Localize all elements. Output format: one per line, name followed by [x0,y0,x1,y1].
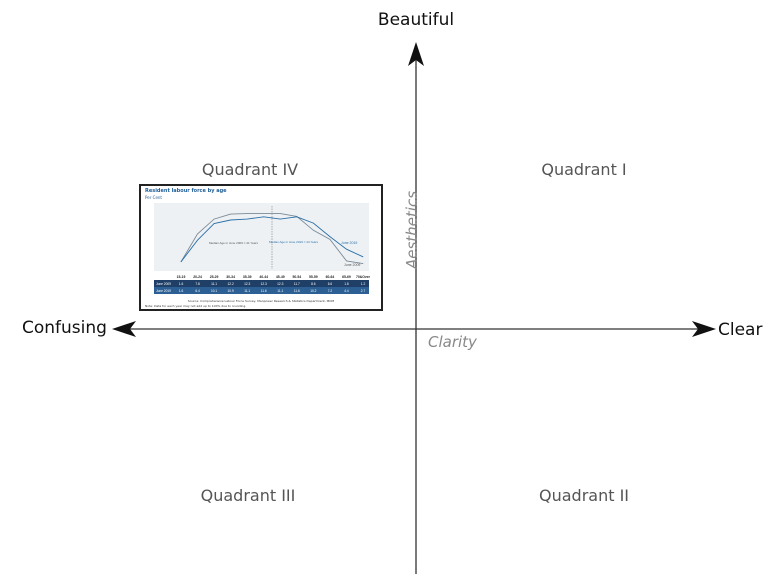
data-point [362,256,364,258]
data-point [197,233,198,235]
beautiful-label: Beautiful [377,10,455,30]
category-tick-label: 40-44 [259,275,268,279]
table-cell: 10.1 [211,289,217,293]
table-cell: 12.3 [261,282,267,286]
data-point [362,263,364,264]
clear-label: Clear [718,320,763,340]
thumbnail-chart-subtitle: Per Cent [145,195,163,200]
data-point [230,219,231,221]
plot-background [154,203,369,271]
aesthetics-axis-name: Aesthetics [403,190,421,269]
table-cell: 6.6 [328,282,333,286]
category-tick-label: 70&Over [356,275,371,279]
table-cell: 10.2 [310,289,316,293]
table-cell: 11.1 [277,289,283,293]
quadrant-iii-label: Quadrant III [200,486,296,505]
category-tick-label: 55-59 [309,275,318,279]
category-tick-label: 45-49 [276,275,285,279]
confusing-label: Confusing [22,318,107,338]
annotation-median-2009: Median Age in June 2009 = 41 Years [209,241,258,245]
table-cell: 11.1 [244,289,250,293]
thumbnail-chart-title: Resident labour force by age [145,188,227,194]
data-point [279,213,281,214]
series-label-2009: June 2009 [344,263,360,267]
table-row-1 [154,287,369,294]
thumbnail-plot: June 2019 June 2009 Median Age in June 200… [154,203,371,294]
category-tick-label: 65-69 [342,275,351,279]
table-cell: 1.6 [179,289,184,293]
category-tick-label: 60-64 [326,275,335,279]
data-point [263,216,265,218]
category-tick-label: 50-54 [292,275,301,279]
data-point [180,261,182,263]
table-cell: 11.6 [294,289,300,293]
category-tick-label: 20-24 [193,275,202,279]
thumbnail-source-note: Source: Comprehensive Labour Force Surve… [187,299,335,303]
data-point [346,260,347,262]
table-cell: 11.6 [261,289,267,293]
table-cell: 12.3 [244,282,250,286]
data-point [213,223,215,224]
table-cell: 6.4 [195,289,200,293]
table-cell: 1.6 [179,282,184,286]
data-point [263,213,265,214]
data-point [346,248,347,250]
data-point [246,218,248,220]
data-point [197,239,198,241]
table-row-0 [154,280,369,287]
example-chart-thumbnail: Resident labour force by age Per Cent Ju… [139,184,383,311]
table-cell: 12.2 [228,282,234,286]
data-point [329,238,331,240]
category-tick-label: 35-39 [243,275,252,279]
data-point [313,229,314,231]
data-point [329,236,331,237]
quadrant-i-label: Quadrant I [541,160,627,179]
series-label-2019: June 2019 [341,241,357,245]
data-point [296,216,298,218]
table-cell: 7.2 [328,289,333,293]
table-cell: 12.3 [277,282,283,286]
category-tick-label: 25-29 [210,275,219,279]
right-arrowhead [692,321,716,337]
left-arrowhead [112,321,136,337]
data-point [279,218,281,220]
clarity-axis-name: Clarity [428,333,477,351]
table-cell: 10.9 [228,289,234,293]
thumbnail-footnote: Note: Data for each year may not add up … [145,304,247,308]
quadrant-ii-label: Quadrant II [538,486,630,505]
table-cell: 4.4 [344,289,349,293]
table-cell: 2.7 [361,289,366,293]
table-row-label: June 2009 [156,282,171,286]
quadrant-iv-label: Quadrant IV [201,160,299,179]
table-cell: 1.2 [361,282,366,286]
data-point [213,218,215,220]
table-row-label: June 2019 [156,289,171,293]
category-tick-label: 15-19 [177,275,186,279]
table-cell: 1.8 [344,282,349,286]
up-arrowhead [408,42,424,66]
category-tick-label: 30-34 [226,275,235,279]
data-point [246,213,248,214]
data-point [313,222,314,224]
annotation-median-2019: Median Age in June 2019 = 44 Years [269,240,318,244]
series-line-0 [180,213,364,265]
table-cell: 11.1 [211,282,217,286]
table-cell: 11.7 [294,282,300,286]
table-cell: 8.6 [311,282,316,286]
data-point [230,213,231,215]
series-line-1 [180,216,364,263]
table-cell: 7.8 [195,282,200,286]
